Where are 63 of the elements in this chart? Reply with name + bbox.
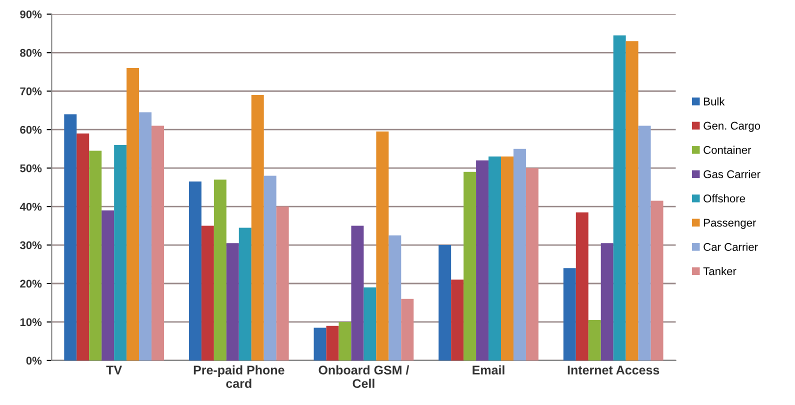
bar <box>102 210 114 360</box>
bar <box>326 326 339 360</box>
bar <box>563 268 576 360</box>
legend-label: Passenger <box>704 218 756 229</box>
bar <box>264 176 276 360</box>
bar <box>226 243 239 360</box>
bar <box>488 156 502 360</box>
legend-label: Gen. Cargo <box>704 122 760 132</box>
legend-label: Bulk <box>704 97 725 106</box>
y-tick-label: 0% <box>26 356 42 365</box>
bar <box>600 243 614 360</box>
bar <box>376 132 389 360</box>
x-tick-label: Pre-paid Phone card <box>194 365 284 388</box>
y-tick-label: 10% <box>20 318 42 326</box>
bar <box>638 126 651 360</box>
legend-label: Container <box>704 146 752 154</box>
legend-label: Offshore <box>704 194 746 202</box>
bar <box>364 287 376 360</box>
bar <box>501 156 514 360</box>
y-tick-label: 80% <box>20 48 42 57</box>
bar <box>476 160 489 360</box>
bar <box>188 182 202 360</box>
y-tick-label: 20% <box>20 280 42 288</box>
bar <box>438 245 452 360</box>
bar <box>401 298 414 360</box>
bar <box>513 148 526 360</box>
bar <box>613 35 626 360</box>
bar <box>64 114 77 360</box>
bar <box>89 150 102 360</box>
x-tick-label: Email <box>472 365 504 374</box>
bar <box>214 180 226 360</box>
y-tick-label: 50% <box>20 164 42 172</box>
bar <box>388 235 402 360</box>
legend-label: Car Carrier <box>704 242 758 251</box>
y-tick-label: 40% <box>20 202 42 211</box>
bar <box>576 212 588 360</box>
legend-label: Gas Carrier <box>704 170 760 178</box>
bar <box>139 112 152 360</box>
bar <box>276 206 289 360</box>
bar <box>451 280 464 360</box>
legend-label: Tanker <box>703 266 736 276</box>
bar <box>238 228 252 360</box>
bar <box>314 328 326 360</box>
bar <box>351 226 364 360</box>
y-tick-label: 70% <box>20 87 42 96</box>
x-tick-label: Internet Access <box>568 366 660 374</box>
bar <box>201 226 214 360</box>
bar <box>114 144 127 360</box>
y-tick-label: 60% <box>20 126 42 134</box>
x-tick-label: TV <box>106 366 122 374</box>
y-tick-label: 90% <box>20 10 42 18</box>
bar <box>126 68 140 360</box>
bar <box>152 126 164 360</box>
y-tick-label: 30% <box>20 241 42 250</box>
bar <box>588 320 601 360</box>
bar <box>626 41 638 360</box>
bar <box>464 172 476 360</box>
bar <box>251 94 264 360</box>
bar <box>526 168 538 360</box>
bar <box>650 200 664 360</box>
bar <box>338 322 352 360</box>
x-tick-label: Onboard GSM / Cell <box>318 365 410 388</box>
bar <box>76 133 90 360</box>
